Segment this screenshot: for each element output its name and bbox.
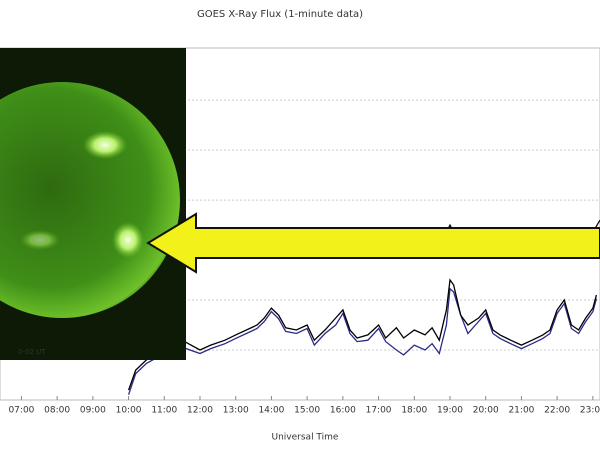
x-tick-label: 16:00 [330,406,356,416]
x-tick-label: 17:00 [366,406,392,416]
series-line [127,278,598,391]
x-tick-label: 20:00 [473,406,499,416]
x-tick-label: 11:00 [151,406,177,416]
x-tick-label: 12:00 [187,406,213,416]
arrow [146,212,600,274]
x-tick-label: 22:00 [544,406,570,416]
image-timestamp: 0-02 UT [18,348,46,356]
active-region [20,230,60,250]
x-tick-label: 13:00 [223,406,249,416]
x-tick-label: 23:00 [580,406,600,416]
flare-region [112,222,144,258]
x-axis-label: Universal Time [272,433,339,443]
x-tick-label: 09:00 [80,406,106,416]
x-tick-label: 21:00 [508,406,534,416]
series-line [127,287,598,395]
chart-title: GOES X-Ray Flux (1-minute data) [197,9,363,20]
sun-disk [0,82,180,318]
x-tick-label: 14:00 [258,406,284,416]
x-tick-label: 19:00 [437,406,463,416]
x-tick-label: 15:00 [294,406,320,416]
x-tick-label: 10:00 [116,406,142,416]
sun-image: 0-02 UT [0,48,186,360]
x-tick-label: 08:00 [44,406,70,416]
x-tick-label: 07:00 [8,406,34,416]
x-tick-label: 18:00 [401,406,427,416]
active-region [83,131,127,159]
